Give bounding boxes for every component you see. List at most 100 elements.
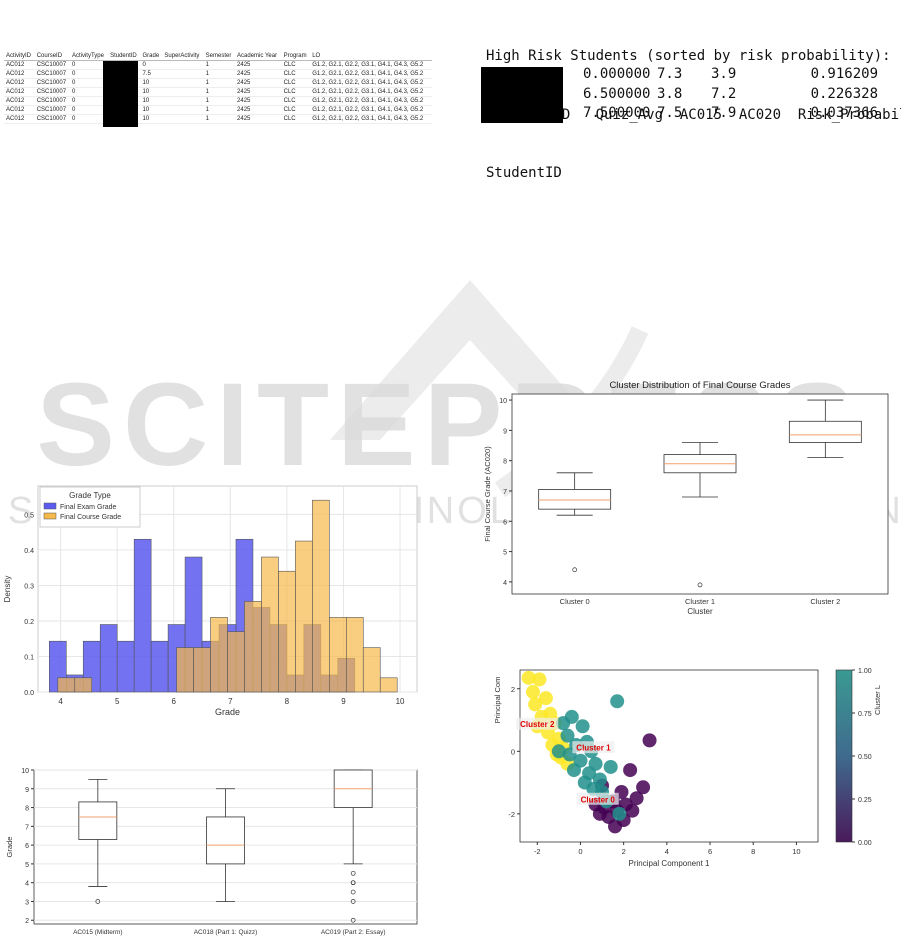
- table-cell: G1.2, G2.1, G2.2, G3.1, G4.1, G4.3, G5.2: [310, 69, 432, 79]
- box-body: [78, 801, 118, 840]
- x-tick-label: 4: [665, 847, 669, 856]
- table-cell: 2425: [235, 105, 282, 115]
- table-cell: AC012: [4, 69, 35, 79]
- y-tick-label: 5: [25, 862, 29, 869]
- table-cell: CLC: [281, 78, 311, 88]
- high-risk-cell: 7.9: [711, 105, 737, 121]
- x-tick-label: Cluster 1: [685, 597, 715, 606]
- table-cell: G1.2, G2.1, G2.2, G3.1, G4.1, G4.3, G5.2: [310, 96, 432, 106]
- y-tick-label: 0.4: [24, 548, 34, 555]
- annotation-bg: [516, 717, 559, 730]
- outlier-point: [572, 567, 578, 573]
- outlier-point: [697, 582, 703, 588]
- cluster-annotation: Cluster 1: [576, 744, 611, 753]
- histogram-bar: [227, 631, 245, 693]
- legend-swatch: [43, 502, 57, 510]
- y-tick-label: 6: [25, 843, 29, 850]
- high-risk-cell: 3.8: [657, 85, 683, 102]
- x-tick-label: 2: [622, 847, 626, 856]
- table-header-cell: Semester: [203, 52, 236, 61]
- table-cell: 1: [203, 87, 236, 97]
- table-cell: AC012: [4, 105, 35, 115]
- box-1: [538, 472, 612, 573]
- x-tick-label: 10: [396, 697, 405, 706]
- y-tick-label: 4: [25, 881, 29, 888]
- scatter-point: [532, 672, 547, 687]
- outlier-point: [350, 899, 356, 904]
- histogram-bar: [244, 601, 262, 693]
- scatter-point: [612, 806, 627, 821]
- histogram-bar: [150, 640, 169, 693]
- table-header-cell: ActivityID: [4, 52, 35, 61]
- y-tick-label: 6: [503, 519, 507, 526]
- table-cell: [162, 78, 204, 88]
- table-row: AC012 CSC10007 0 0 1 2425 CLC G1.2, G2.1, G2.2,…: [4, 60, 432, 70]
- table-cell: 0: [69, 105, 109, 115]
- table-header-cell: CourseID: [34, 52, 70, 61]
- scatter-point: [538, 691, 553, 706]
- table-cell: CLC: [281, 105, 311, 115]
- table-cell: 1: [203, 60, 236, 70]
- colorbar-tick-label: 0.00: [858, 840, 872, 847]
- y-tick-label: 7: [25, 824, 29, 831]
- y-tick-label: 8: [503, 459, 507, 466]
- x-axis-label: Grade: [215, 707, 240, 717]
- box-body: [788, 420, 862, 443]
- y-tick-label: 7: [503, 489, 507, 496]
- high-risk-cell: 7.500000: [583, 105, 651, 121]
- x-tick-label: -2: [534, 847, 541, 856]
- table-row: AC012 CSC10007 0 10 1 2425 CLC G1.2, G2.1, G2.2…: [4, 96, 432, 106]
- redaction-box: [481, 67, 563, 123]
- table-cell: CSC10007: [34, 114, 70, 124]
- histogram-bar: [176, 647, 194, 693]
- table-cell: 10: [140, 105, 163, 115]
- high-risk-cell: 7.3: [657, 66, 683, 82]
- scatter-point: [566, 763, 581, 778]
- x-tick-label: AC015 (Midterm): [73, 929, 122, 936]
- table-cell: 1: [203, 78, 236, 88]
- table-cell: 2425: [235, 69, 282, 79]
- table-cell: 0: [69, 96, 109, 106]
- x-axis-label: Cluster: [687, 607, 713, 616]
- y-tick-label: 2: [511, 685, 515, 694]
- y-tick-label: 8: [25, 806, 29, 813]
- legend-title: Grade Type: [69, 491, 111, 500]
- table-cell: [162, 69, 204, 79]
- scatter-point: [528, 697, 543, 712]
- table-cell: 2425: [235, 87, 282, 97]
- x-tick-label: 4: [58, 697, 63, 706]
- histogram-bar: [261, 556, 279, 693]
- histogram-bar: [278, 570, 296, 693]
- colorbar-tick-label: 1.00: [858, 668, 872, 675]
- table-cell: 1: [203, 96, 236, 106]
- table-header-cell: LO: [310, 52, 432, 61]
- table-cell: 2425: [235, 96, 282, 106]
- histogram-bar: [295, 540, 313, 693]
- high-risk-cell: 0.037366: [810, 105, 878, 121]
- outlier-point: [350, 870, 356, 876]
- table-cell: G1.2, G2.1, G2.2, G3.1, G4.1, G4.3, G5.2: [310, 60, 432, 70]
- high-risk-cell: 7.2: [711, 85, 737, 102]
- table-cell: 0: [69, 60, 109, 70]
- scatter-point: [560, 728, 575, 743]
- scatter-point: [610, 694, 625, 709]
- high-risk-cell: 0.916209: [810, 66, 878, 82]
- scatter-point: [564, 709, 579, 724]
- histogram-bar: [362, 647, 381, 693]
- table-cell: 10: [140, 78, 163, 88]
- x-tick-label: 8: [751, 847, 755, 856]
- high-risk-cell: 0.000000: [583, 66, 651, 82]
- y-tick-label: 0.3: [24, 583, 34, 590]
- box-2: [663, 442, 737, 588]
- table-cell: [162, 60, 204, 70]
- table-header-cell: SuperActivity: [162, 52, 204, 61]
- outlier-point: [350, 917, 356, 923]
- pca-scatter: -2 0 2 4 6 8 10 -2 0 2 Cluster 2 Cluster 1 Cluster 0…: [493, 668, 882, 868]
- table-cell: 10: [140, 96, 163, 106]
- table-cell: AC012: [4, 114, 35, 124]
- table-row: AC012 CSC10007 0 10 1 2425 CLC G1.2, G2.1, G2.2…: [4, 105, 432, 115]
- colorbar: [835, 669, 853, 843]
- y-tick-label: 2: [25, 918, 29, 925]
- histogram-bar: [312, 499, 330, 693]
- table-cell: 2425: [235, 78, 282, 88]
